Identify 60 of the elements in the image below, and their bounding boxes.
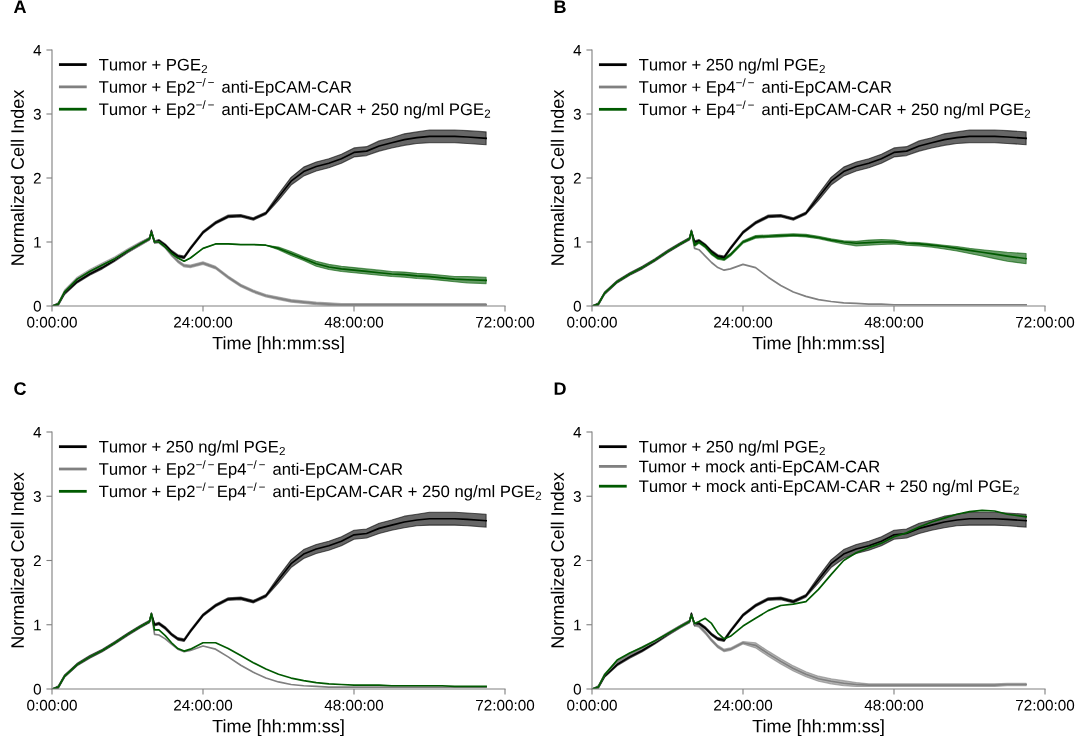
y-tick-label: 4	[573, 427, 582, 438]
legend-label: Tumor + Ep2$^{−/−}$Ep4$^{−/−}$ anti-EpCAM-CAR + 250 ng/ml PGE$_{2}$	[99, 482, 542, 501]
legend-label: Tumor + Ep2$^{−/−}$Ep4$^{−/−}$ anti-EpCAM-CAR	[99, 460, 403, 479]
legend-label: Tumor + mock anti-EpCAM-CAR	[639, 460, 880, 476]
y-tick-label: 2	[573, 172, 581, 184]
chart-title: D	[554, 382, 566, 395]
x-tick-label: 0:00:00	[567, 699, 617, 711]
y-tick-label: 4	[33, 427, 42, 438]
y-tick-label: 0	[573, 683, 581, 695]
y-axis-title: Normalized Cell Index	[550, 89, 564, 265]
y-tick-label: 1	[574, 237, 581, 248]
legend-label: Tumor + Ep2$^{−/−}$ anti-EpCAM-CAR + 250 ng/ml PGE$_{2}$	[99, 100, 491, 119]
x-axis-title: Time [hh:mm:ss]	[212, 719, 344, 737]
x-tick-label: 24:00:00	[714, 699, 773, 711]
y-axis-title: Normalized Cell Index	[550, 472, 564, 648]
x-tick-label: 72:00:00	[476, 316, 535, 328]
y-tick-label: 2	[33, 555, 41, 567]
x-axis-title: Time [hh:mm:ss]	[752, 719, 884, 737]
y-tick-label: 2	[33, 172, 41, 184]
x-tick-label: 48:00:00	[324, 699, 384, 711]
legend-label: Tumor + Ep4$^{−/−}$ anti-EpCAM-CAR	[639, 78, 892, 97]
x-tick-label: 72:00:00	[476, 699, 535, 711]
y-tick-label: 1	[574, 619, 581, 631]
x-tick-label: 24:00:00	[714, 316, 773, 328]
y-tick-label: 3	[573, 491, 581, 502]
x-tick-label: 48:00:00	[864, 316, 924, 328]
x-tick-label: 24:00:00	[174, 699, 233, 711]
y-tick-label: 0	[33, 683, 41, 695]
y-axis-title: Normalized Cell Index	[10, 472, 24, 648]
x-axis-title: Time [hh:mm:ss]	[752, 336, 884, 354]
legend-label: Tumor + 250 ng/ml PGE$_{2}$	[639, 58, 825, 74]
y-tick-label: 3	[33, 491, 41, 502]
y-tick-label: 4	[573, 45, 582, 56]
y-tick-label: 2	[573, 555, 581, 567]
x-tick-label: 0:00:00	[27, 316, 77, 328]
y-tick-label: 4	[33, 45, 42, 56]
y-tick-label: 1	[34, 619, 41, 631]
y-tick-label: 3	[573, 108, 581, 120]
y-tick-label: 0	[573, 300, 581, 312]
chart-title: C	[14, 382, 27, 396]
y-tick-label: 0	[33, 300, 41, 312]
x-tick-label: 48:00:00	[864, 699, 924, 711]
x-tick-label: 24:00:00	[174, 316, 233, 328]
legend-label: Tumor + PGE$_{2}$	[99, 58, 208, 74]
y-tick-label: 3	[33, 108, 41, 120]
legend-label: Tumor + 250 ng/ml PGE$_{2}$	[99, 440, 285, 456]
legend-label: Tumor + Ep4$^{−/−}$ anti-EpCAM-CAR + 250 ng/ml PGE$_{2}$	[639, 100, 1031, 119]
legend-label: Tumor + 250 ng/ml PGE$_{2}$	[639, 440, 825, 456]
legend-label: Tumor + mock anti-EpCAM-CAR + 250 ng/ml PGE$_{2}$	[639, 479, 1019, 496]
x-tick-label: 48:00:00	[324, 316, 384, 328]
x-tick-label: 0:00:00	[27, 699, 77, 711]
y-axis-title: Normalized Cell Index	[10, 89, 24, 265]
legend-label: Tumor + Ep2$^{−/−}$ anti-EpCAM-CAR	[99, 78, 352, 97]
y-tick-label: 1	[34, 237, 41, 248]
chart-title: B	[554, 0, 566, 13]
x-tick-label: 72:00:00	[1016, 316, 1075, 328]
x-tick-label: 72:00:00	[1016, 699, 1075, 711]
x-axis-title: Time [hh:mm:ss]	[212, 336, 344, 354]
chart-title: A	[13, 0, 27, 13]
x-tick-label: 0:00:00	[567, 316, 617, 328]
